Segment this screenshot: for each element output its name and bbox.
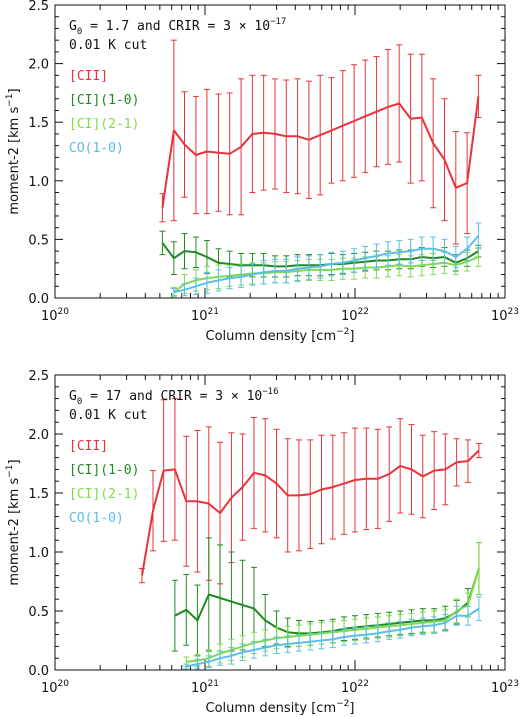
series-line: [141, 449, 480, 576]
series-CO(1-0): [170, 222, 482, 297]
y-tick-label: 2.5: [28, 0, 49, 14]
series-line: [173, 256, 479, 293]
series-[CII]: [159, 39, 482, 245]
x-tick-label: 1021: [191, 307, 219, 324]
legend-entry: [CII]: [69, 439, 108, 454]
error-bar: [183, 663, 190, 670]
x-tick-label: 1021: [191, 679, 219, 696]
y-tick-label: 0.5: [28, 605, 49, 620]
legend-entry: [CI](2-1): [69, 117, 139, 132]
series-[CI](1-0): [171, 537, 482, 657]
annotation-parameters: G0 = 1.7 and CRIR = 3 × 10−17: [69, 17, 286, 37]
series-line: [173, 235, 480, 294]
legend-entry: [CI](1-0): [69, 463, 139, 478]
legend-entry: [CII]: [69, 69, 108, 84]
error-bar: [170, 288, 177, 297]
x-tick-label: 1022: [341, 307, 369, 324]
series-CO(1-0): [183, 596, 482, 670]
x-tick-label: 1022: [341, 679, 369, 696]
y-axis-title: moment-2 [km s−1]: [5, 88, 22, 214]
x-tick-label: 1023: [491, 307, 519, 324]
plot-frame: [54, 374, 506, 671]
chart-panel-top: 0.0 0.5 1.0 1.5 2.0 2.5 1020 1021 1022 1023 Column…: [5, 0, 519, 344]
annotation-cut: 0.01 K cut: [69, 408, 147, 423]
series-[CII]: [138, 398, 482, 585]
series-line: [186, 607, 480, 668]
series-line: [161, 96, 480, 208]
y-tick-label: 1.5: [28, 487, 49, 502]
annotation-parameters: G0 = 17 and CRIR = 3 × 10−16: [69, 387, 279, 407]
legend-entry: CO(1-0): [69, 511, 124, 526]
x-axis-title: Column density [cm−2]: [206, 699, 355, 716]
error-bar: [475, 222, 482, 250]
y-tick-label: 2.5: [28, 369, 49, 384]
series-[CI](2-1): [170, 247, 482, 298]
legend-entry: CO(1-0): [69, 141, 124, 156]
annotation-cut: 0.01 K cut: [69, 38, 147, 53]
y-tick-label: 2.0: [28, 428, 49, 443]
y-tick-label: 0.5: [28, 233, 49, 248]
y-tick-label: 1.0: [28, 546, 49, 561]
y-tick-label: 0.0: [28, 292, 49, 307]
legend-entry: [CI](1-0): [69, 93, 139, 108]
chart-panel-bottom: 0.0 0.5 1.0 1.5 2.0 2.5 1020 1021 1022 1023 Column…: [5, 369, 519, 716]
series-line: [174, 568, 480, 635]
y-tick-label: 0.0: [28, 664, 49, 679]
y-axis-title: moment-2 [km s−1]: [5, 459, 22, 585]
x-tick-label: 1020: [41, 307, 69, 324]
x-axis-title: Column density [cm−2]: [206, 327, 355, 344]
y-tick-label: 2.0: [28, 58, 49, 73]
error-bar: [171, 579, 178, 652]
x-tick-label: 1020: [41, 679, 69, 696]
plot-frame: [54, 4, 506, 299]
x-tick-label: 1023: [491, 679, 519, 696]
y-tick-label: 1.0: [28, 175, 49, 190]
y-tick-label: 1.5: [28, 116, 49, 131]
legend-entry: [CI](2-1): [69, 487, 139, 502]
